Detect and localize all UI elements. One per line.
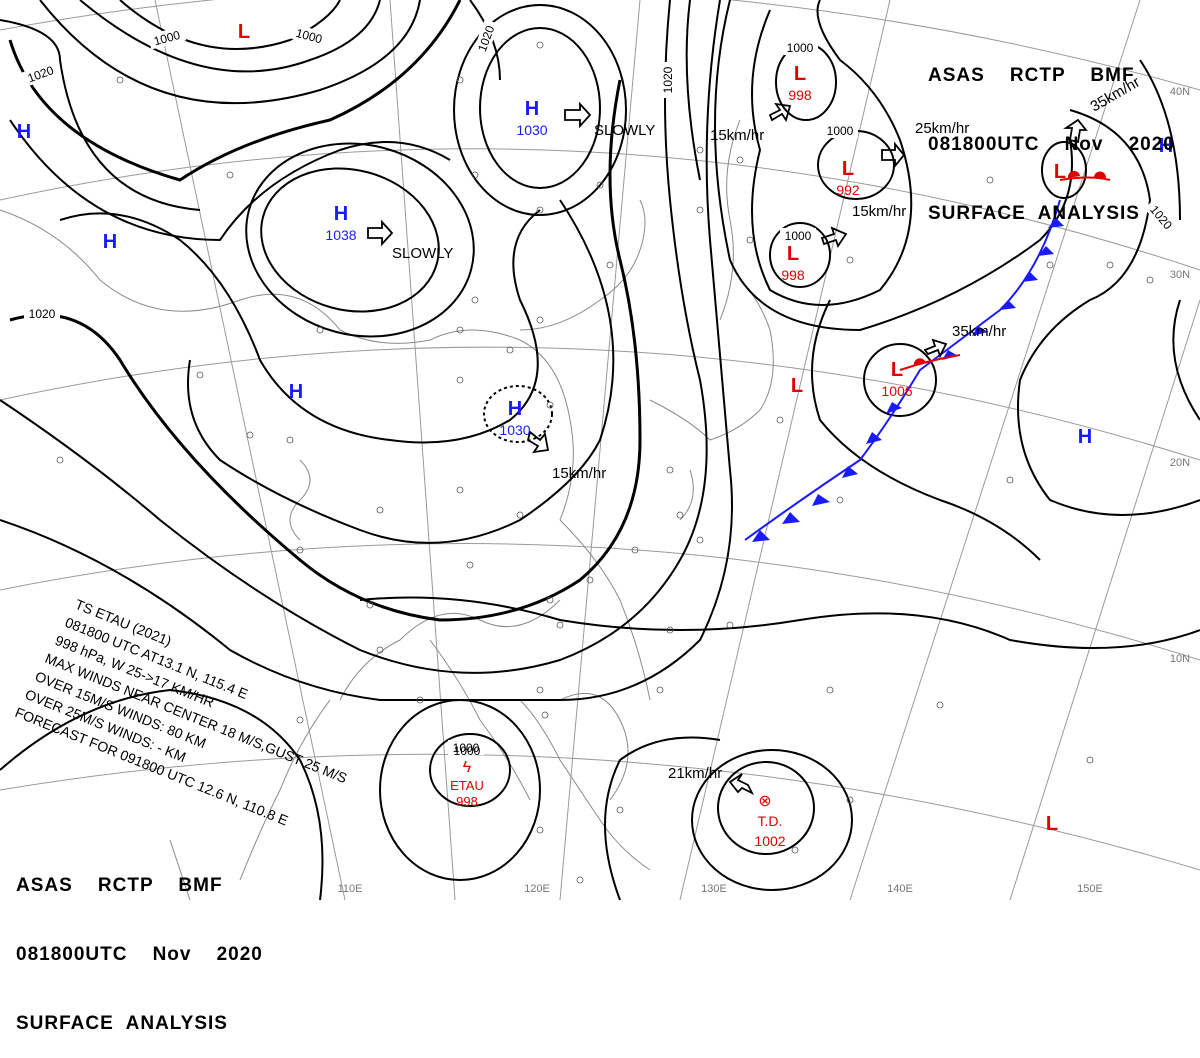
latitude-label: 20N xyxy=(1170,457,1190,469)
storm-name: T.D. xyxy=(758,813,783,829)
high-pressure-marker: H xyxy=(508,398,522,420)
header-line-3: SURFACE ANALYSIS xyxy=(928,203,1140,224)
graticule xyxy=(0,0,1200,901)
isobar-label: 1020 xyxy=(29,307,56,321)
isobar-label-bg xyxy=(660,62,675,98)
storm-pressure: 1002 xyxy=(754,833,785,849)
movement-arrows xyxy=(367,101,1088,796)
center-pressure-value: 992 xyxy=(836,182,860,198)
tropical-depression-icon: ⊗ xyxy=(758,793,771,810)
storm-name: ETAU xyxy=(450,778,484,793)
longitude-label: 150E xyxy=(1077,883,1103,895)
high-pressure-marker: H xyxy=(334,203,348,225)
isobar-label-bg xyxy=(147,25,187,50)
high-pressure-marker: H xyxy=(1078,426,1092,448)
movement-label: 15km/hr xyxy=(552,465,606,482)
high-pressure-marker: H xyxy=(17,121,31,143)
footer-block: ASAS RCTP BMF 081800UTC Nov 2020 SURFACE… xyxy=(16,828,263,1058)
latitude-label: 40N xyxy=(1170,86,1190,98)
header-line-2: 081800UTC Nov 2020 xyxy=(928,134,1175,155)
tropical-storm-icon: ϟ xyxy=(463,759,472,776)
low-pressure-marker: L xyxy=(1054,161,1066,183)
isobar-label-bg xyxy=(289,23,329,48)
movement-label: 15km/hr xyxy=(852,203,906,220)
isobar-label: 1000 xyxy=(152,28,182,49)
isobar-label-bg xyxy=(822,123,858,138)
longitude-label: 120E xyxy=(524,883,550,895)
isobar-label-bg xyxy=(20,60,60,87)
isobar-label: 1020 xyxy=(661,66,675,93)
footer-line-1: ASAS RCTP BMF xyxy=(16,875,223,896)
isobar-label-bg xyxy=(780,228,816,243)
isobar-label: 1000 xyxy=(453,741,480,755)
center-pressure-value: 1038 xyxy=(325,227,356,243)
isobar-label: 1000 xyxy=(785,229,812,243)
warm-front xyxy=(899,170,1111,371)
low-pressure-marker: L xyxy=(787,243,799,265)
low-pressure-marker: L xyxy=(791,375,803,397)
isobar-label-bg xyxy=(472,18,499,58)
movement-label: 35km/hr xyxy=(952,323,1006,340)
latitude-label: 30N xyxy=(1170,269,1190,281)
weather-map: 1000 100010201020102010201020100010001000… xyxy=(0,0,1200,901)
isobars xyxy=(0,0,1200,901)
movement-label: 15km/hr xyxy=(710,127,764,144)
low-pressure-marker: L xyxy=(238,21,250,43)
center-pressure-value: 1030 xyxy=(516,122,547,138)
low-pressure-marker: L xyxy=(1046,813,1058,835)
low-pressure-marker: L xyxy=(794,63,806,85)
longitude-label: 130E xyxy=(701,883,727,895)
high-pressure-marker: H xyxy=(525,98,539,120)
center-pressure-value: 998 xyxy=(788,87,812,103)
footer-line-3: SURFACE ANALYSIS xyxy=(16,1013,228,1034)
isobar-label-bg xyxy=(1144,198,1179,236)
isobar-label: 1000 xyxy=(294,26,324,47)
storm-pressure: 998 xyxy=(456,794,478,809)
high-pressure-marker: H xyxy=(1159,135,1173,157)
isobar-label: 1000 xyxy=(827,124,854,138)
cold-front xyxy=(744,199,1064,542)
isobar-label-bg xyxy=(782,40,818,55)
footer-line-2: 081800UTC Nov 2020 xyxy=(16,944,263,965)
longitude-label: 140E xyxy=(887,883,913,895)
header-block: ASAS RCTP BMF 081800UTC Nov 2020 SURFACE… xyxy=(928,18,1175,248)
longitude-label: 110E xyxy=(338,883,363,895)
movement-label: 25km/hr xyxy=(915,120,969,137)
low-pressure-marker: L xyxy=(842,158,854,180)
storm-isobar-label: 1000 xyxy=(454,744,481,758)
movement-label: SLOWLY xyxy=(594,122,655,139)
station-plots xyxy=(56,41,1154,884)
header-line-1: ASAS RCTP BMF xyxy=(928,65,1135,86)
movement-label: SLOWLY xyxy=(392,245,453,262)
isobar-label: 1000 xyxy=(787,41,814,55)
isobar-label-bg xyxy=(24,306,60,321)
high-pressure-marker: H xyxy=(103,231,117,253)
movement-label: 21km/hr xyxy=(668,765,722,782)
center-pressure-value: 998 xyxy=(781,267,805,283)
high-pressure-marker: H xyxy=(289,381,303,403)
coastlines xyxy=(0,119,774,901)
isobar-label-bg xyxy=(448,740,484,755)
latitude-label: 10N xyxy=(1170,653,1190,665)
low-pressure-marker: L xyxy=(891,359,903,381)
center-pressure-value: 1030 xyxy=(499,422,530,438)
center-pressure-value: 1006 xyxy=(881,383,912,399)
